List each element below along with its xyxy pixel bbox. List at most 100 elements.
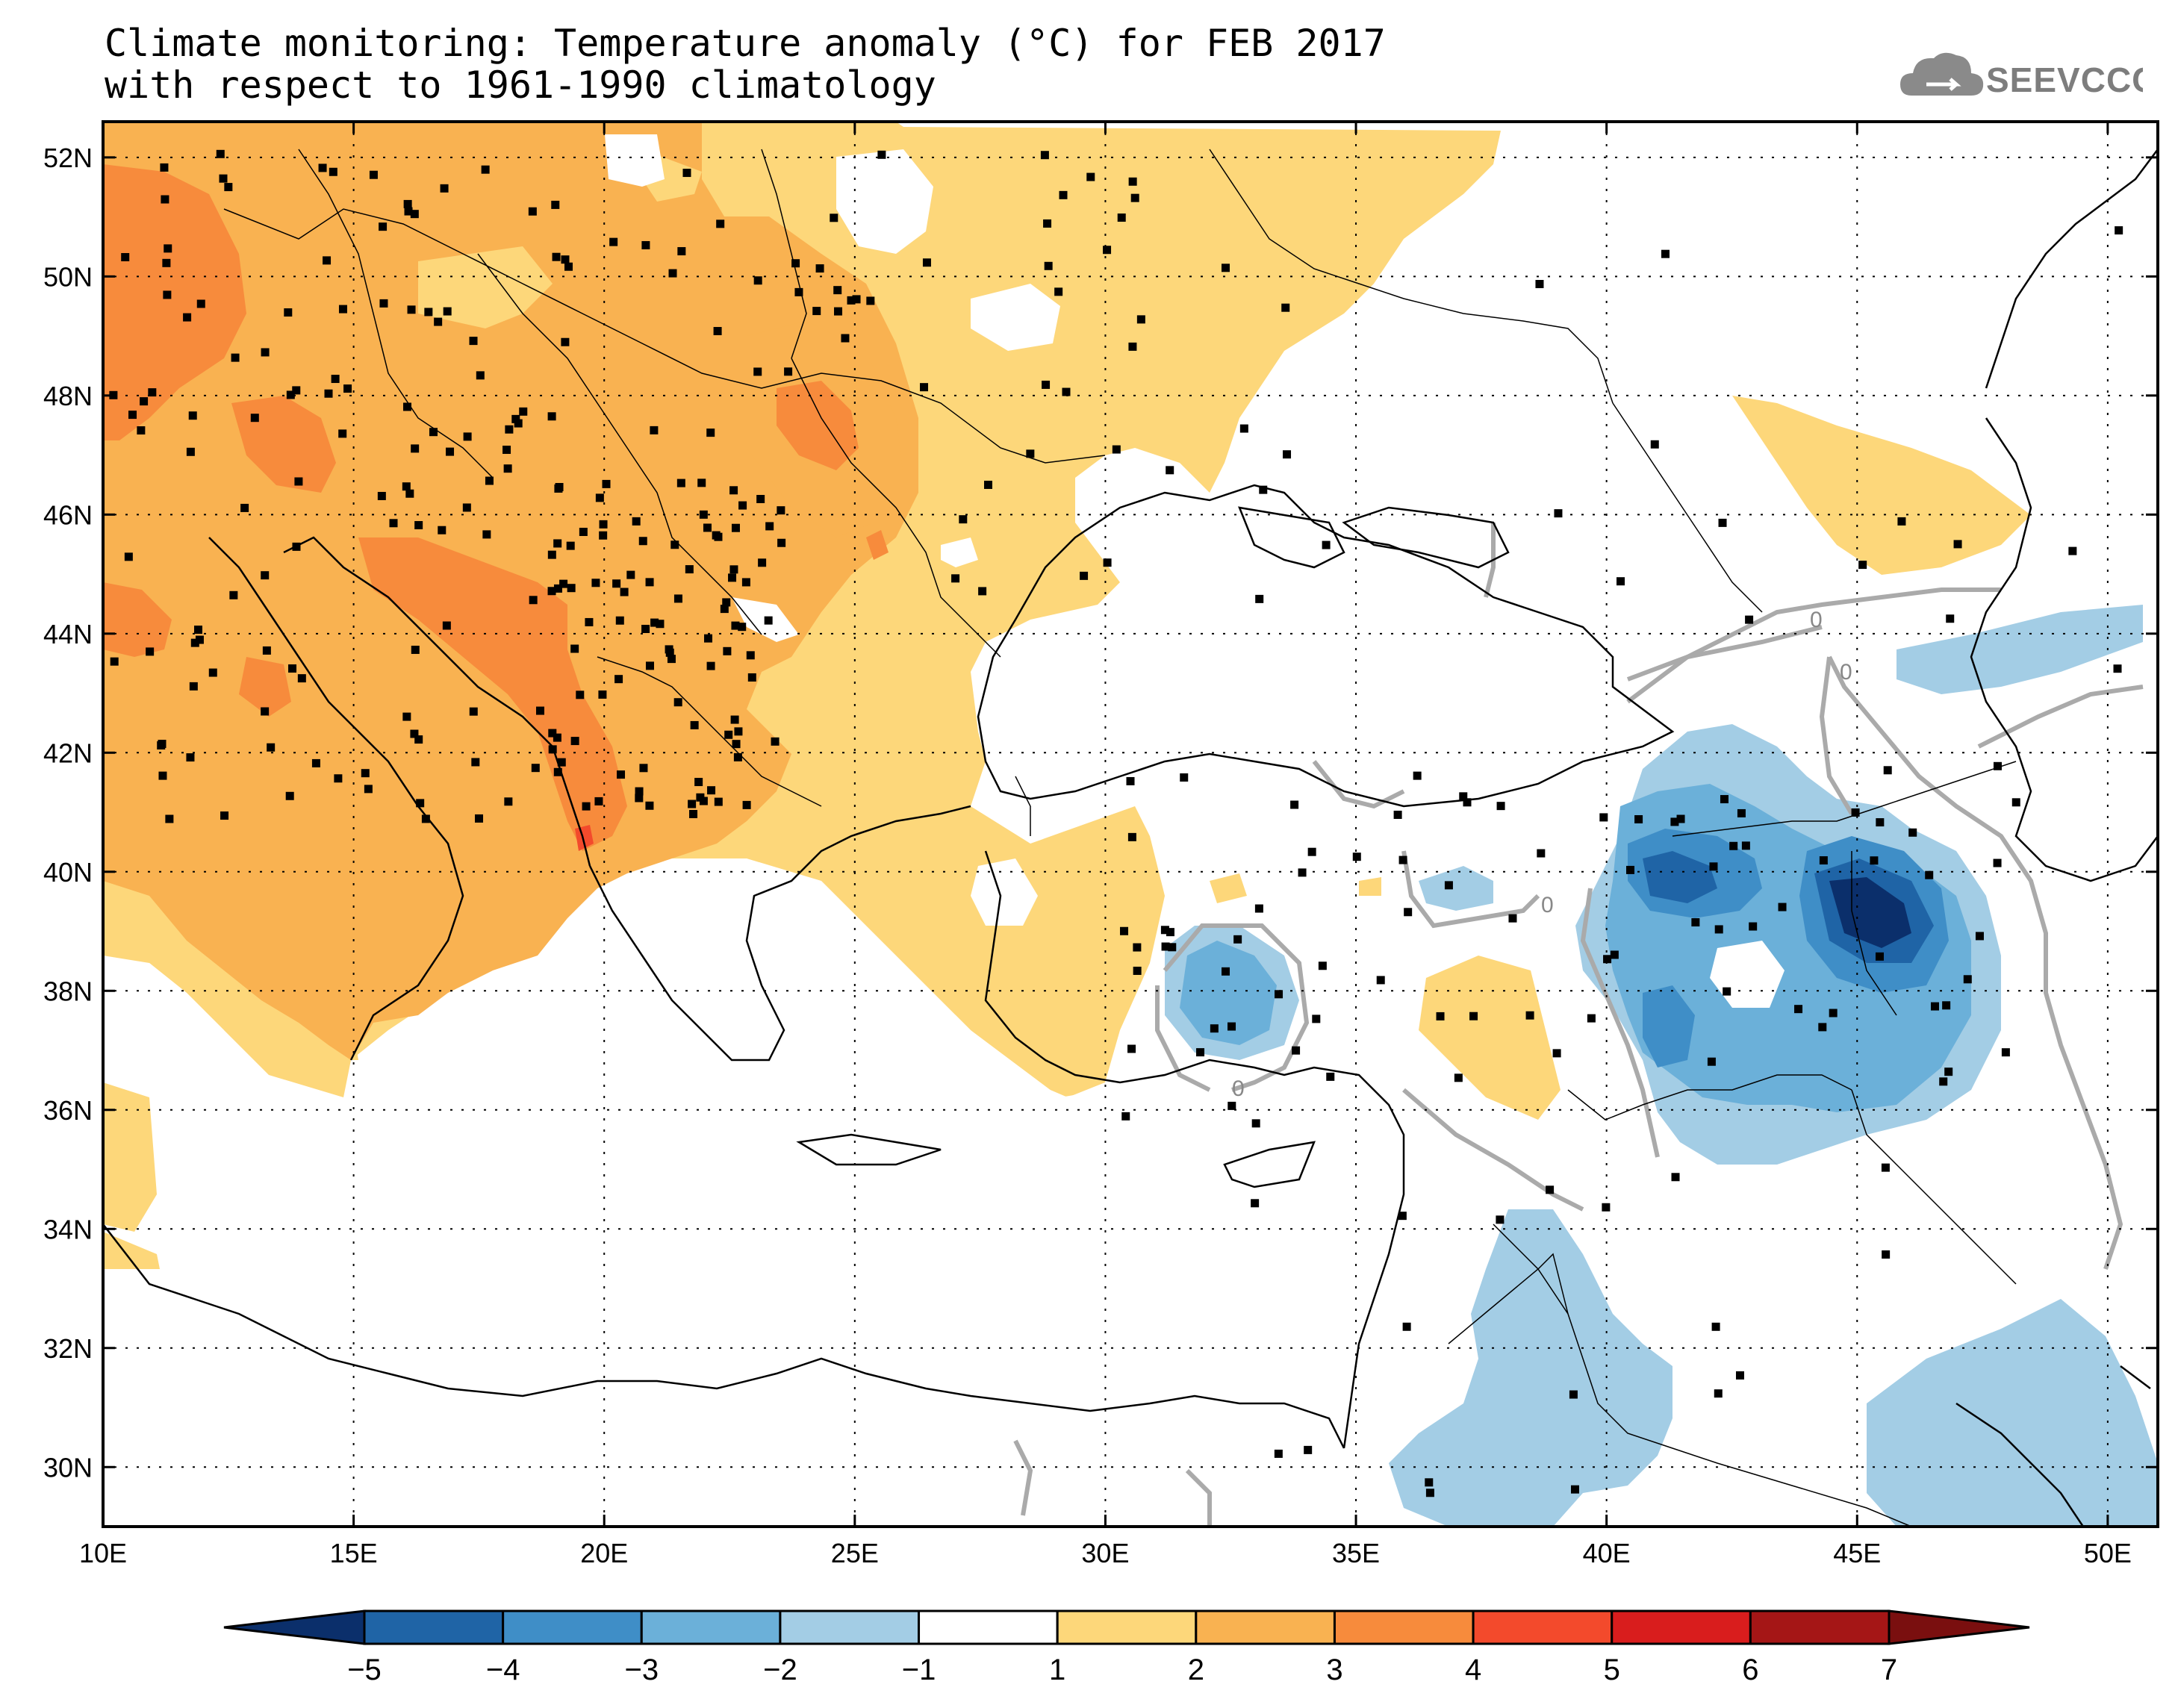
station-marker [164, 244, 172, 253]
station-marker [585, 617, 594, 626]
station-marker [514, 419, 523, 428]
station-marker [261, 571, 270, 580]
station-marker [1546, 1185, 1555, 1194]
station-marker [1312, 1014, 1321, 1023]
station-marker [547, 587, 556, 596]
station-marker [920, 383, 929, 392]
station-marker [1322, 540, 1331, 549]
station-marker [1054, 287, 1063, 296]
station-marker [690, 720, 699, 729]
station-marker [416, 799, 425, 808]
station-marker [1829, 1009, 1838, 1017]
colorbar-tick-label: 4 [1465, 1654, 1481, 1686]
station-marker [1714, 925, 1723, 934]
station-marker [738, 623, 747, 632]
station-marker [2115, 226, 2123, 235]
station-marker [1670, 817, 1679, 826]
station-marker [183, 313, 192, 322]
station-marker [639, 764, 648, 773]
station-marker [741, 578, 750, 587]
station-marker [1778, 903, 1787, 911]
station-marker [462, 503, 471, 512]
lat-tick-label: 30N [43, 1452, 93, 1483]
station-marker [240, 503, 249, 512]
coastlines [103, 149, 2158, 1527]
station-marker [1496, 1215, 1505, 1224]
station-marker [1126, 776, 1135, 785]
station-marker [552, 252, 561, 261]
station-marker [1535, 279, 1544, 288]
map-title: Climate monitoring: Temperature anomaly … [105, 22, 1386, 106]
station-marker [446, 447, 455, 456]
station-marker [140, 397, 149, 406]
station-marker [1617, 577, 1625, 586]
station-marker [764, 616, 773, 625]
station-marker [676, 479, 685, 487]
station-marker [720, 605, 729, 614]
station-marker [706, 661, 715, 670]
station-marker [262, 646, 271, 655]
lon-tick-label: 15E [330, 1538, 378, 1568]
station-marker [756, 494, 765, 503]
station-marker [668, 269, 677, 278]
colorbar-tick-label: −1 [902, 1654, 936, 1686]
station-marker [685, 565, 694, 574]
station-marker [1745, 615, 1754, 624]
zero-contours [1013, 523, 2144, 1527]
colorbar-box [1611, 1609, 1752, 1645]
station-marker [1851, 808, 1860, 817]
station-marker [1939, 1077, 1948, 1086]
lat-tick-label: 52N [43, 143, 93, 173]
station-marker [959, 515, 968, 524]
station-marker [1714, 1389, 1723, 1398]
station-marker [547, 412, 556, 421]
station-marker [481, 165, 490, 174]
station-marker [334, 774, 343, 783]
colorbar-tick-label: −4 [486, 1654, 520, 1686]
station-marker [285, 791, 294, 800]
station-marker [1794, 1005, 1803, 1014]
station-marker [1925, 870, 1934, 879]
station-marker [1897, 517, 1906, 526]
station-marker [482, 530, 491, 539]
station-marker [1552, 1049, 1561, 1058]
station-marker [1881, 1163, 1890, 1172]
station-marker [738, 501, 747, 510]
station-marker [1691, 918, 1700, 927]
station-marker [137, 426, 146, 435]
colorbar-box [640, 1609, 782, 1645]
station-marker [1602, 1203, 1611, 1212]
station-marker [1166, 466, 1174, 475]
station-marker [1398, 1212, 1407, 1221]
station-marker [753, 276, 762, 285]
station-marker [1875, 952, 1884, 961]
station-marker [567, 584, 576, 593]
station-marker [1160, 926, 1169, 935]
colorbar-box [1056, 1609, 1198, 1645]
lon-tick-label: 20E [580, 1538, 628, 1568]
station-marker [157, 741, 166, 749]
station-marker [599, 520, 608, 529]
station-marker [531, 764, 540, 773]
station-marker [728, 573, 737, 582]
station-marker [1459, 792, 1468, 801]
station-marker [2113, 664, 2122, 673]
station-marker [978, 587, 987, 596]
lat-tick-label: 38N [43, 976, 93, 1006]
station-marker [1398, 855, 1407, 864]
station-marker [877, 150, 886, 159]
colorbar: −5 −4 −3 −2 −1 1 2 3 4 5 6 7 [223, 1609, 2030, 1686]
station-marker [620, 587, 629, 596]
station-marker [1259, 485, 1268, 494]
station-marker [747, 673, 756, 682]
station-marker [724, 730, 733, 739]
latitude-labels: 52N 50N 48N 46N 44N 42N 40N 38N 36N 34N 32N 30N [43, 143, 93, 1483]
station-marker [1404, 908, 1413, 917]
station-marker [421, 814, 430, 823]
station-marker [704, 634, 713, 643]
station-marker [732, 740, 741, 749]
station-marker [261, 348, 270, 357]
station-marker [1711, 1322, 1720, 1331]
station-marker [553, 767, 562, 776]
station-marker [189, 682, 198, 691]
